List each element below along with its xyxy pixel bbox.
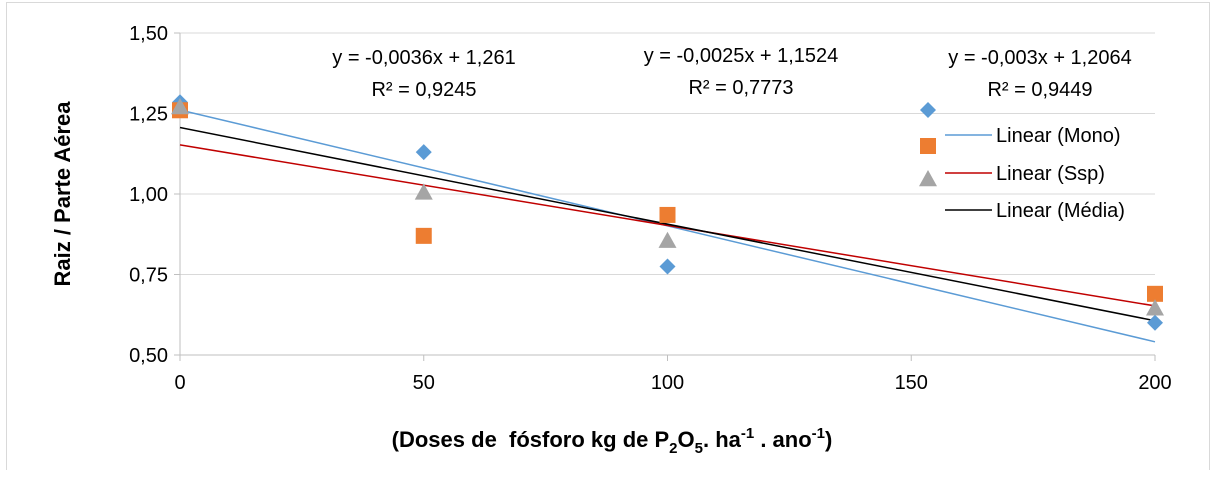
trend-equation: y = -0,0036x + 1,261 <box>332 47 515 69</box>
data-point <box>415 227 432 244</box>
y-axis-title: Raiz / Parte Aérea <box>50 101 75 287</box>
x-title-sup: -1 <box>741 425 754 442</box>
x-title-suffix: ) <box>825 427 832 452</box>
legend-marker-media <box>919 170 937 187</box>
data-point <box>1146 299 1164 316</box>
y-tick-label: 0,75 <box>129 265 168 287</box>
grid-lines <box>180 32 1155 275</box>
x-title-sup: -1 <box>812 425 825 442</box>
trend-line <box>179 144 1156 307</box>
legend-label: Linear (Mono) <box>996 125 1121 147</box>
data-point <box>415 144 432 161</box>
x-title-prefix: (Doses de fósforo kg de P <box>392 427 670 452</box>
trend-lines <box>179 109 1156 343</box>
data-points <box>171 94 1164 331</box>
data-point <box>1147 314 1163 331</box>
legend-label: Linear (Média) <box>996 200 1125 222</box>
axes <box>174 32 1156 361</box>
x-tick-label: 200 <box>1138 372 1171 394</box>
x-title-sub: 5 <box>695 440 703 457</box>
x-tick-label: 50 <box>413 372 435 394</box>
legend-marker-mono <box>920 102 936 118</box>
trend-r-squared: R² = 0,9449 <box>987 79 1092 101</box>
y-tick-label: 0,50 <box>129 345 168 367</box>
x-title-text: O <box>678 427 695 452</box>
data-point <box>171 98 189 115</box>
equations: y = -0,0036x + 1,261 R² = 0,9245 y = -0,00… <box>332 45 1131 101</box>
trend-r-squared: R² = 0,9245 <box>371 79 476 101</box>
x-axis-title: (Doses de fósforo kg de P2O5. ha-1 . ano… <box>392 425 833 457</box>
x-tick-label: 100 <box>651 372 684 394</box>
data-point <box>1147 285 1163 302</box>
x-title-text: . ha <box>703 427 742 452</box>
tick-labels: 0,50 0,75 1,00 1,25 1,50 0 50 100 150 200 <box>129 23 1172 394</box>
trend-equation: y = -0,003x + 1,2064 <box>948 47 1131 69</box>
y-tick-label: 1,25 <box>129 104 168 126</box>
legend-label: Linear (Ssp) <box>996 163 1105 185</box>
data-point <box>659 258 676 275</box>
x-tick-label: 0 <box>174 372 185 394</box>
data-point <box>658 231 677 248</box>
x-title-sub: 2 <box>669 440 677 457</box>
trend-equation: y = -0,0025x + 1,1524 <box>644 45 839 67</box>
legend: Linear (Mono) Linear (Ssp) Linear (Média) <box>919 102 1125 222</box>
chart-frame <box>6 2 1210 470</box>
trend-line <box>179 126 1156 322</box>
data-point <box>659 206 676 223</box>
y-tick-label: 1,00 <box>129 184 168 206</box>
trend-r-squared: R² = 0,7773 <box>688 77 793 99</box>
y-tick-label: 1,50 <box>129 23 168 45</box>
data-point <box>414 183 433 200</box>
legend-marker-ssp <box>920 138 936 154</box>
x-tick-label: 150 <box>895 372 928 394</box>
x-title-text: . ano <box>754 427 811 452</box>
